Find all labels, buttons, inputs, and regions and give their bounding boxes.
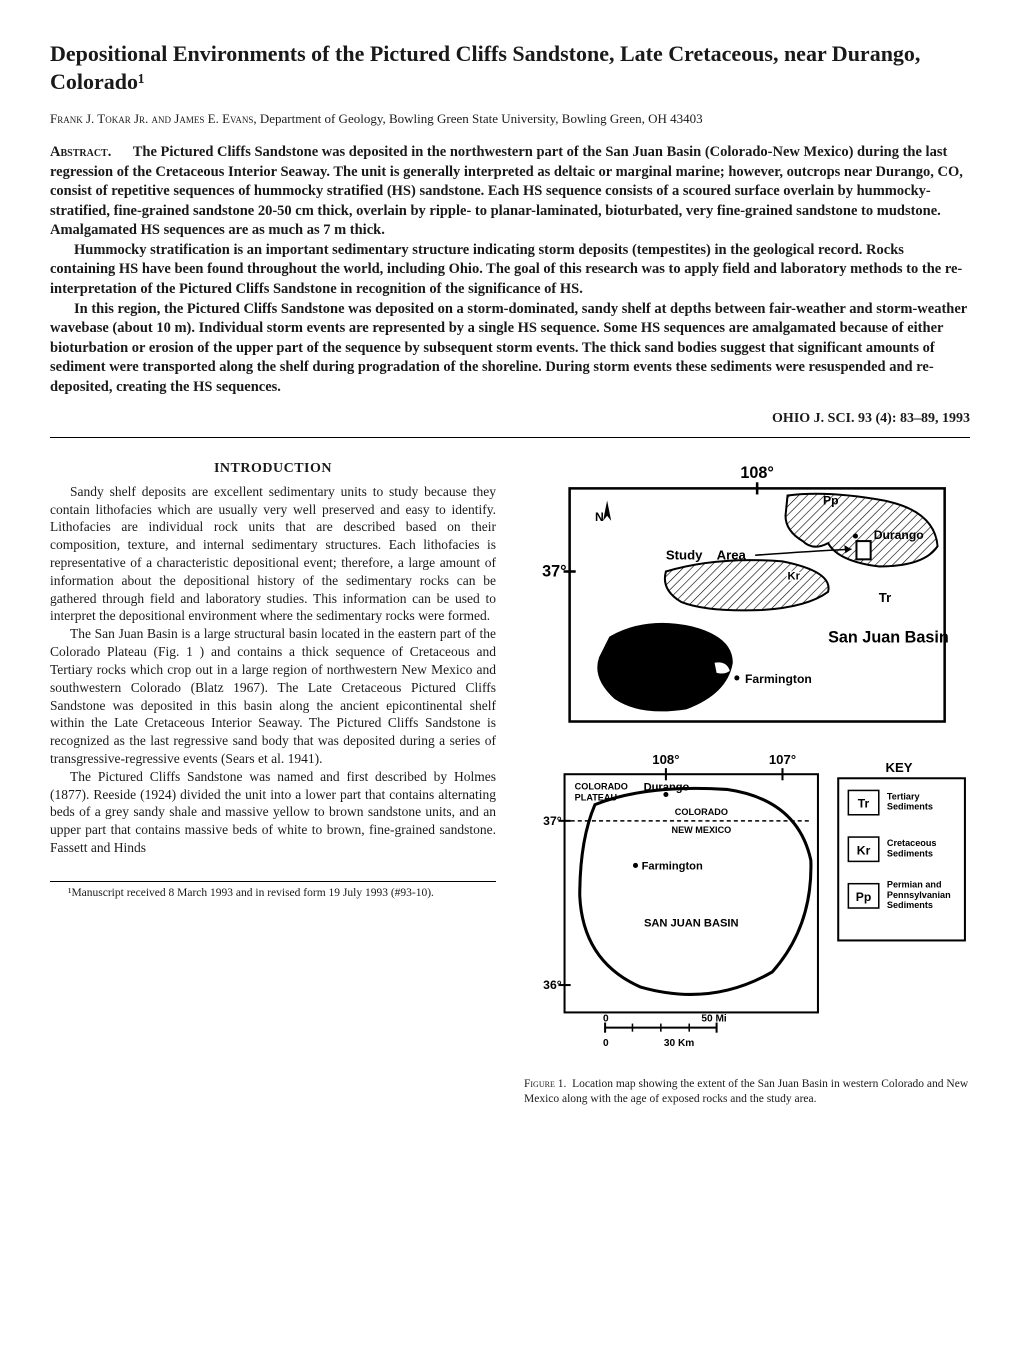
fig-bot-durango: Durango xyxy=(644,782,690,794)
north-arrow-icon xyxy=(603,501,611,521)
fig-key-title: KEY xyxy=(886,761,913,776)
figure-label: Figure 1. xyxy=(524,1078,566,1090)
intro-p3: The Pictured Cliffs Sandstone was named … xyxy=(50,768,496,857)
footnote-rule xyxy=(50,881,496,882)
fig-scale-mi: 50 Mi xyxy=(701,1014,727,1025)
horizontal-rule xyxy=(50,437,970,438)
introduction-heading: INTRODUCTION xyxy=(50,460,496,478)
fig-pp-label: Pp xyxy=(823,494,839,508)
fig-bot-farmington-dot xyxy=(633,863,638,868)
fig-key-tr-desc1: Tertiary xyxy=(887,792,921,802)
abstract-p3: In this region, the Pictured Cliffs Sand… xyxy=(50,300,970,398)
abstract-label: Abstract. xyxy=(50,144,111,160)
fig-farmington-dot xyxy=(734,676,739,681)
fig-tr-label: Tr xyxy=(879,590,891,605)
fig-key-pp: Pp xyxy=(856,890,872,904)
fig-durango-dot xyxy=(853,534,858,539)
fig-durango-label: Durango xyxy=(874,528,924,542)
fig-key-kr: Kr xyxy=(857,844,871,858)
author-affiliation: , Department of Geology, Bowling Green S… xyxy=(253,111,702,126)
intro-p1: Sandy shelf deposits are excellent sedim… xyxy=(50,483,496,626)
fig-key-pp-desc1: Permian and xyxy=(887,880,942,890)
fig-kr-label: Kr xyxy=(788,571,801,583)
fig-kr-region xyxy=(665,560,829,610)
intro-p2: The San Juan Basin is a large structural… xyxy=(50,625,496,768)
fig-bot-farmington: Farmington xyxy=(642,861,703,873)
article-title: Depositional Environments of the Picture… xyxy=(50,40,970,95)
fig-key-tr-desc2: Sediments xyxy=(887,802,933,812)
abstract-block: Abstract. The Pictured Cliffs Sandstone … xyxy=(50,143,970,397)
fig-state2: NEW MEXICO xyxy=(672,825,732,835)
fig-study-label: Study xyxy=(666,548,703,563)
fig-key-kr-desc2: Sediments xyxy=(887,849,933,859)
fig-key-tr: Tr xyxy=(858,797,870,811)
figure-1-svg: 108° 37° N Pp Durango Study xyxy=(524,460,970,1058)
fig-state1: COLORADO xyxy=(675,807,728,817)
fig-key-kr-desc1: Cretaceous xyxy=(887,838,937,848)
two-column-body: INTRODUCTION Sandy shelf deposits are ex… xyxy=(50,460,970,1106)
fig-top-lat: 37° xyxy=(542,563,567,581)
fig-bot-basin: SAN JUAN BASIN xyxy=(644,918,739,930)
fig-scale-zero1: 0 xyxy=(603,1014,609,1025)
figure-caption-text: Location map showing the extent of the S… xyxy=(524,1078,968,1104)
fig-plateau1: COLORADO xyxy=(575,782,628,792)
fig-black-region xyxy=(598,624,731,711)
author-names: Frank J. Tokar Jr. and James E. Evans xyxy=(50,111,253,126)
journal-citation: OHIO J. SCI. 93 (4): 83–89, 1993 xyxy=(50,411,970,427)
fig-key-pp-desc2: Pennsylvanian xyxy=(887,890,951,900)
fig-bot-lon2: 107° xyxy=(769,752,796,767)
fig-basin-label: San Juan Basin xyxy=(828,629,949,647)
figure-1-caption: Figure 1. Location map showing the exten… xyxy=(524,1077,970,1106)
fig-top-lon: 108° xyxy=(740,465,774,483)
authors-line: Frank J. Tokar Jr. and James E. Evans, D… xyxy=(50,111,970,127)
abstract-p2: Hummocky stratification is an important … xyxy=(50,241,970,300)
footnote-text: ¹Manuscript received 8 March 1993 and in… xyxy=(50,886,496,900)
fig-scale-zero2: 0 xyxy=(603,1038,609,1049)
fig-farmington-label: Farmington xyxy=(745,672,812,686)
abstract-p1-text: The Pictured Cliffs Sandstone was deposi… xyxy=(50,144,963,238)
fig-scale-km: 30 Km xyxy=(664,1038,694,1049)
fig-bot-lon1: 108° xyxy=(652,752,679,767)
abstract-p1: Abstract. The Pictured Cliffs Sandstone … xyxy=(50,143,970,241)
fig-key-pp-desc3: Sediments xyxy=(887,900,933,910)
figure-1: 108° 37° N Pp Durango Study xyxy=(524,460,970,1063)
fig-basin-outline xyxy=(580,789,811,995)
fig-durango-marker xyxy=(856,541,870,559)
left-column: INTRODUCTION Sandy shelf deposits are ex… xyxy=(50,460,496,1106)
right-column: 108° 37° N Pp Durango Study xyxy=(524,460,970,1106)
fig-north-label: N xyxy=(595,510,604,524)
